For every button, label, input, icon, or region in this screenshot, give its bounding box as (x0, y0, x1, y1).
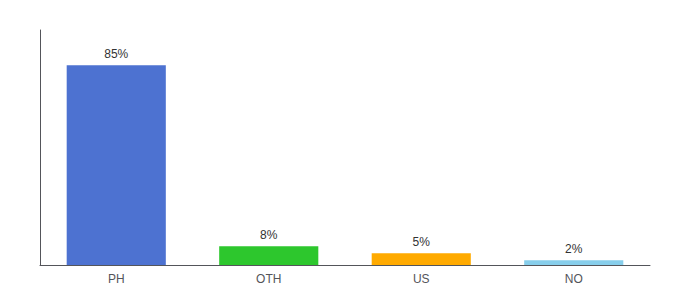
svg-text:5%: 5% (413, 235, 431, 249)
svg-text:US: US (413, 272, 430, 286)
svg-text:NO: NO (565, 272, 583, 286)
svg-text:2%: 2% (565, 242, 583, 256)
svg-text:85%: 85% (104, 47, 128, 61)
svg-text:OTH: OTH (256, 272, 281, 286)
svg-text:PH: PH (108, 272, 125, 286)
svg-text:8%: 8% (260, 228, 278, 242)
